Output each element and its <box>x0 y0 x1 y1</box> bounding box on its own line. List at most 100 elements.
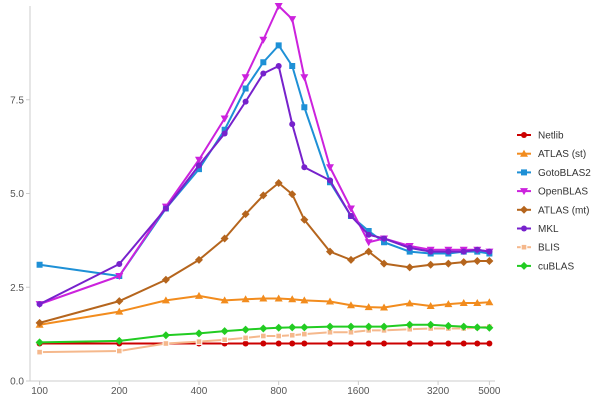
data-point-atlas-st <box>405 299 414 307</box>
data-point-cublas <box>426 320 435 329</box>
legend-label: ATLAS (st) <box>538 149 586 160</box>
data-point-netlib <box>406 340 413 347</box>
data-point-netlib <box>427 340 434 347</box>
data-point-gotoblas2 <box>221 126 228 133</box>
data-point-atlas-mt <box>220 234 229 243</box>
series-atlas-st <box>35 291 494 328</box>
data-point-atlas-mt <box>380 259 389 268</box>
data-point-atlas-st <box>459 299 468 306</box>
legend-label: cuBLAS <box>538 261 574 272</box>
data-point-openblas <box>288 16 297 24</box>
series-line-gotoblas2 <box>39 44 490 277</box>
legend-item-openblas: OpenBLAS <box>517 187 588 198</box>
series-gotoblas2 <box>36 42 493 279</box>
legend-marker <box>520 261 528 270</box>
series-netlib <box>36 340 493 347</box>
data-point-mkl <box>195 162 202 169</box>
x-tick-label: 100 <box>31 386 48 397</box>
data-point-openblas <box>241 74 250 82</box>
x-tick-label: 800 <box>270 386 287 397</box>
data-point-mkl <box>445 248 452 255</box>
y-tick-label: 2.5 <box>10 283 24 294</box>
data-point-mkl <box>242 98 249 105</box>
data-point-gotoblas2 <box>289 63 296 69</box>
data-point-cublas <box>274 323 283 332</box>
data-point-atlas-mt <box>473 257 482 265</box>
series-line-atlas-st <box>39 294 490 326</box>
data-point-atlas-mt <box>346 255 355 264</box>
data-point-atlas-mt <box>459 258 468 267</box>
data-point-cublas <box>194 329 203 338</box>
data-point-atlas-mt <box>325 247 334 256</box>
data-point-netlib <box>301 340 308 347</box>
data-point-openblas <box>274 3 283 10</box>
data-point-openblas <box>325 164 334 172</box>
data-point-cublas <box>380 322 389 331</box>
legend-label: GotoBLAS2 <box>538 168 591 179</box>
data-point-blis <box>115 347 123 355</box>
data-point-netlib <box>445 340 452 347</box>
data-point-cublas <box>364 322 373 331</box>
legend-item-gotoblas2: GotoBLAS2 <box>517 168 591 179</box>
data-point-blis <box>242 334 249 342</box>
y-tick-label: 0.0 <box>10 377 24 388</box>
data-point-atlas-st <box>325 297 334 305</box>
data-point-atlas-mt <box>485 257 494 265</box>
data-point-cublas <box>473 323 482 332</box>
data-point-atlas-mt <box>300 215 309 224</box>
data-point-atlas-mt <box>259 191 268 200</box>
data-point-atlas-mt <box>426 260 435 269</box>
data-point-atlas-st <box>288 295 297 303</box>
data-point-atlas-mt <box>35 318 44 327</box>
data-point-cublas <box>459 322 468 331</box>
data-point-cublas <box>288 323 297 332</box>
data-point-gotoblas2 <box>195 166 202 173</box>
series-mkl <box>36 63 493 308</box>
legend: Netlib ATLAS (st) GotoBLAS2 OpenBLAS ATLAS (… <box>517 131 591 272</box>
data-point-blis <box>260 332 267 340</box>
data-point-cublas <box>220 327 229 336</box>
data-point-mkl <box>427 248 434 255</box>
data-point-atlas-st <box>300 296 309 304</box>
data-point-blis <box>195 338 203 345</box>
data-point-mkl <box>260 70 267 77</box>
data-point-netlib <box>486 340 493 347</box>
legend-marker <box>520 243 528 251</box>
y-tick-label: 7.5 <box>10 95 24 106</box>
data-point-mkl <box>381 235 388 242</box>
data-point-netlib <box>326 340 333 347</box>
data-point-mkl <box>347 213 354 219</box>
legend-marker <box>520 205 528 214</box>
x-tick-label: 400 <box>191 386 208 397</box>
legend-label: Netlib <box>538 131 564 142</box>
data-point-atlas-st <box>364 303 373 311</box>
data-point-blis <box>301 330 308 338</box>
data-point-gotoblas2 <box>406 248 413 255</box>
data-point-netlib <box>347 340 354 347</box>
data-point-openblas <box>115 273 124 280</box>
series-atlas-mt <box>35 179 494 327</box>
series-cublas <box>35 320 494 347</box>
data-point-atlas-mt <box>161 275 170 284</box>
data-point-cublas <box>444 321 453 330</box>
data-point-cublas <box>325 322 334 331</box>
data-point-netlib <box>275 340 282 347</box>
legend-label: ATLAS (mt) <box>538 205 589 216</box>
data-point-openblas <box>364 239 373 247</box>
data-point-mkl <box>460 248 467 255</box>
data-point-atlas-st <box>473 299 482 306</box>
data-point-netlib <box>365 340 372 347</box>
y-tick-label: 5.0 <box>10 189 24 200</box>
data-point-atlas-mt <box>274 179 283 187</box>
data-point-atlas-st <box>346 301 355 309</box>
data-point-mkl <box>326 177 333 184</box>
data-point-atlas-mt <box>288 190 297 199</box>
data-point-blis <box>221 336 228 344</box>
data-point-cublas <box>241 325 250 334</box>
data-point-atlas-mt <box>241 210 250 219</box>
data-point-openblas <box>220 115 229 123</box>
data-point-atlas-mt <box>194 255 203 264</box>
data-point-atlas-st <box>380 303 389 311</box>
legend-item-atlas-mt: ATLAS (mt) <box>517 205 589 216</box>
data-point-mkl <box>289 121 296 128</box>
